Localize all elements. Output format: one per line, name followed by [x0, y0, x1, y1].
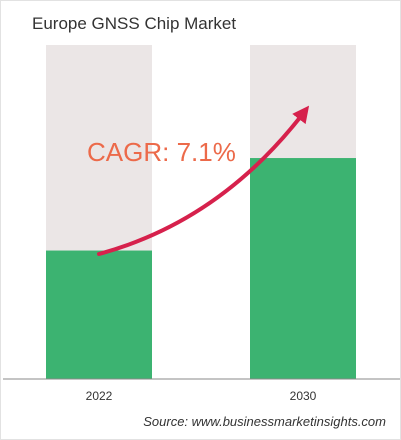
bar-2022	[46, 250, 152, 379]
bar-2030	[250, 158, 356, 379]
source-credit: Source: www.businessmarketinsights.com	[143, 414, 386, 429]
cagr-arrow	[97, 105, 310, 256]
x-tick-label-2022: 2022	[86, 389, 113, 403]
x-tick-label-2030: 2030	[290, 389, 317, 403]
cagr-annotation: CAGR: 7.1%	[87, 137, 236, 167]
chart-title: Europe GNSS Chip Market	[32, 14, 237, 33]
